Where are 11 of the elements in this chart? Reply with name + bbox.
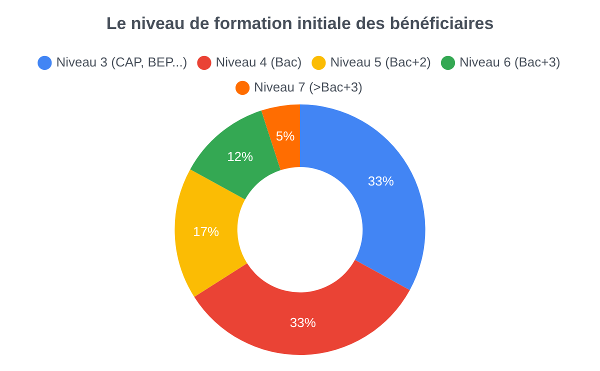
data-label: 33% bbox=[368, 173, 394, 188]
data-label: 5% bbox=[276, 128, 296, 144]
legend-label: Niveau 5 (Bac+2) bbox=[330, 54, 432, 70]
chart-title: Le niveau de formation initiale des bénéficiaires bbox=[106, 14, 494, 33]
legend-label: Niveau 7 (>Bac+3) bbox=[254, 79, 362, 94]
data-label: 17% bbox=[193, 224, 220, 240]
data-label: 12% bbox=[227, 148, 254, 164]
data-label: 33% bbox=[290, 315, 316, 330]
legend-label: Niveau 3 (CAP, BEP...) bbox=[56, 54, 188, 70]
legend-label: Niveau 4 (Bac) bbox=[216, 54, 302, 70]
legend-label: Niveau 6 (Bac+3) bbox=[460, 54, 560, 70]
